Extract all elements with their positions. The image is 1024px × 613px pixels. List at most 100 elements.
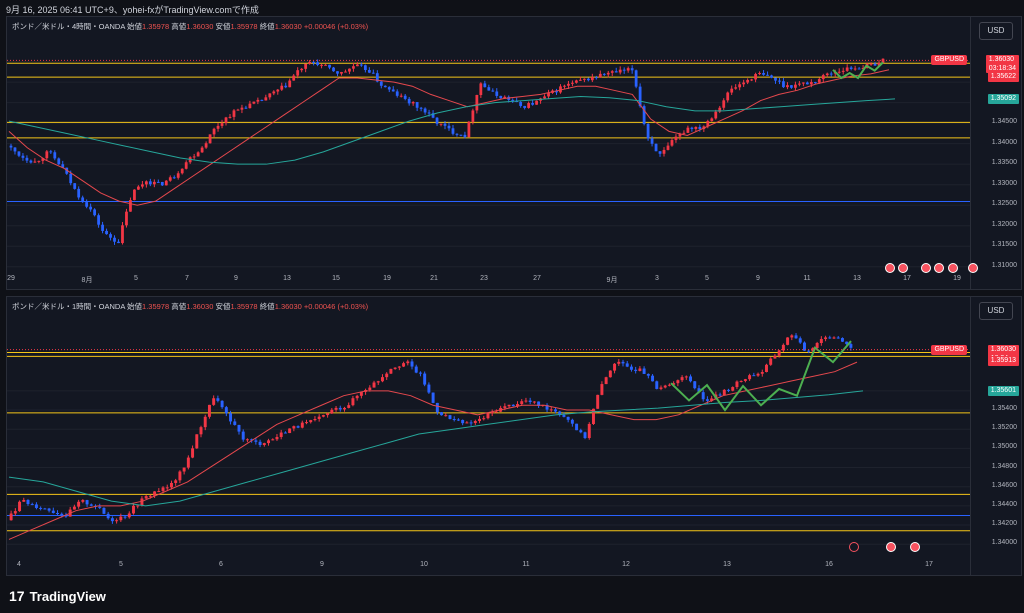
tradingview-footer: 17 TradingView [9,588,106,604]
candle [805,82,809,85]
candle [629,366,633,370]
chart-plot-4h[interactable] [7,17,971,289]
candle [471,110,475,122]
candle [419,107,423,109]
candle [718,394,722,396]
candle [770,75,773,78]
event-icon[interactable] [921,263,931,273]
candle [385,373,389,378]
candle [519,102,523,106]
candle [849,344,853,348]
x-tick-label: 9 [756,275,760,282]
currency-button[interactable]: USD [979,302,1013,320]
candle [340,72,343,74]
currency-button[interactable]: USD [979,22,1013,40]
candle [596,394,600,409]
candle [57,158,61,165]
candle [809,82,813,85]
moving-average-red [8,361,858,540]
candle [558,411,562,415]
y-tick-label: 1.32000 [991,220,1017,228]
candle [296,426,300,428]
lightning-event-icon[interactable] [849,542,859,552]
candle [511,404,515,407]
candle [192,156,196,158]
event-icon[interactable] [886,542,896,552]
price-axis-4h[interactable]: USD 1.360001.355001.350001.345001.340001… [970,17,1021,289]
candle [731,387,735,391]
open-label: 始値 [127,302,143,311]
candle [397,366,401,368]
y-tick-label: 1.34000 [991,138,1017,146]
event-icon[interactable] [885,263,895,273]
y-tick-label: 1.35000 [991,443,1017,451]
candle [774,77,777,81]
y-tick-label: 1.33500 [991,159,1017,167]
candle [545,404,549,410]
candle [563,85,566,87]
candle [794,84,797,88]
candle [418,372,422,374]
candle [730,88,734,93]
event-icon[interactable] [910,542,920,552]
x-tick-label: 11 [522,561,530,568]
candle [77,188,81,198]
moving-average-teal [8,95,896,165]
x-tick-label: 13 [283,275,291,282]
candle [690,127,694,129]
candle [316,62,319,65]
candle [642,106,646,125]
candle [748,375,752,380]
chart-panel-1h[interactable]: USD 1.360001.356001.354001.352001.350001… [6,296,1022,576]
chart-plot-1h[interactable] [7,297,971,575]
candle [583,432,587,439]
candle [447,125,451,129]
x-tick-label: 13 [853,275,861,282]
candle [326,413,330,416]
candle [590,77,594,81]
candle [224,407,228,414]
candle [742,82,746,85]
candle [490,411,494,414]
chart-panel-4h[interactable]: USD 1.360001.355001.350001.345001.340001… [6,16,1022,290]
event-icon[interactable] [934,263,944,273]
candle [21,155,25,158]
event-icon[interactable] [968,263,978,273]
candle [296,70,300,76]
candle [575,423,579,431]
candle [642,368,646,374]
candle [144,496,148,499]
candle [195,434,199,449]
candle [423,373,427,385]
price-axis-1h[interactable]: USD 1.360001.356001.354001.352001.350001… [970,297,1021,575]
chart-header-4h: ポンド／米ドル・4時間・OANDA 始値1.35978 高値1.36030 安値… [12,21,368,32]
candle [359,391,363,396]
candle [308,61,312,64]
candle [380,377,384,382]
candle [604,377,608,385]
candle [750,79,754,81]
candle [646,124,650,139]
candle [9,513,13,521]
candle [328,64,331,68]
candle [220,123,224,126]
candle [160,181,164,186]
low-value: 1.35978 [230,302,258,311]
x-tick-label: 4 [17,561,21,568]
candle [710,398,714,401]
candle [132,505,135,514]
candle [663,385,667,388]
candle [334,407,338,410]
candle [571,82,574,84]
candle [113,237,116,242]
event-icon[interactable] [948,263,958,273]
candle [782,81,785,88]
candle [156,181,160,183]
candle [570,419,574,424]
candle [110,518,114,522]
event-icon[interactable] [898,263,908,273]
candle [300,422,304,428]
candle [650,138,654,144]
candle [403,95,407,99]
candle [790,335,794,338]
